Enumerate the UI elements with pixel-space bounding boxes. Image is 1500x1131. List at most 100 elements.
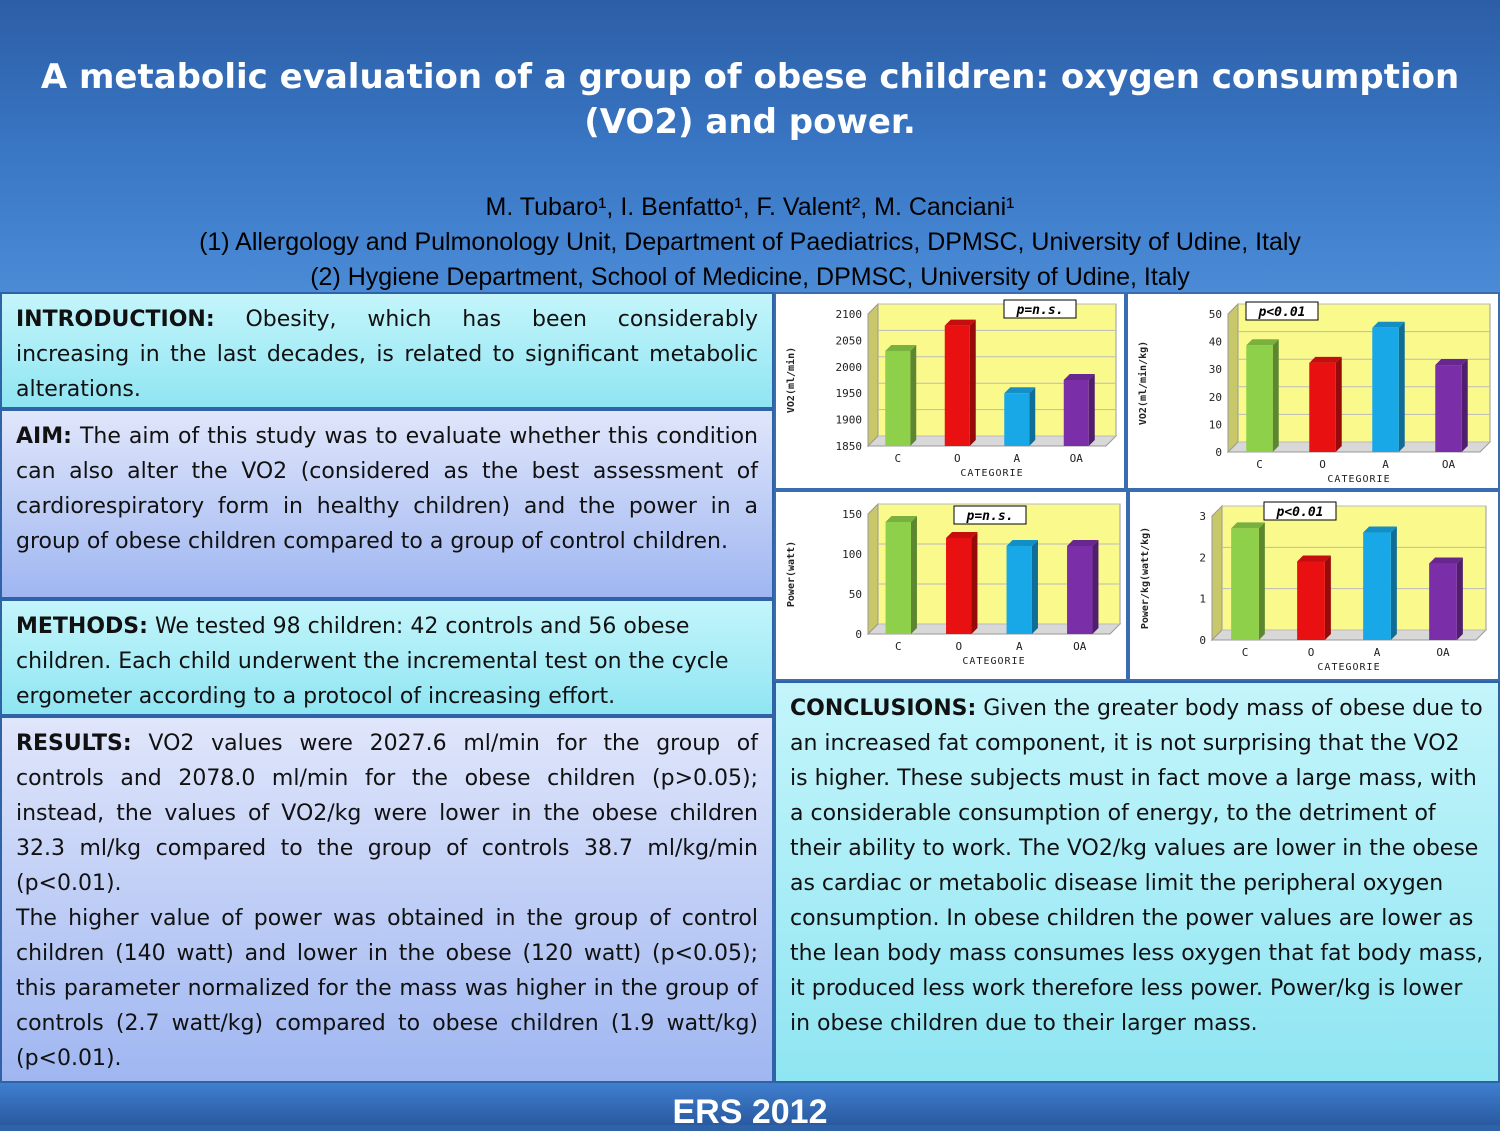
aim-text: The aim of this study was to evaluate wh…: [16, 424, 758, 554]
p-value-box: [1003, 299, 1077, 319]
bar-top: [1363, 526, 1397, 533]
bar-top: [944, 319, 976, 326]
bar-o: [946, 538, 972, 634]
bar-a: [1363, 532, 1391, 640]
bar-side: [1461, 359, 1468, 452]
bar-top: [1006, 540, 1038, 546]
p-value-label: p<0.01: [1258, 305, 1306, 320]
bar-c: [885, 522, 911, 634]
y-tick-label: 2000: [836, 361, 863, 374]
footer-text: ERS 2012: [672, 1093, 828, 1131]
methods-text: We tested 98 children: 42 controls and 5…: [16, 614, 729, 709]
y-axis-label: VO2(ml/min): [785, 347, 797, 413]
plot-side-wall: [867, 302, 879, 448]
y-axis-label: Power/kg(watt/kg): [1140, 527, 1151, 629]
conclusions-section: CONCLUSIONS: Given the greater body mass…: [774, 681, 1500, 1083]
bar-top: [1297, 555, 1331, 562]
affiliation-1: (1) Allergology and Pulmonology Unit, De…: [199, 228, 1301, 256]
conclusions-text: Given the greater body mass of obese due…: [790, 696, 1484, 1036]
y-tick-label: 50: [849, 588, 862, 601]
bar-oa: [1067, 546, 1093, 634]
bar-o: [1309, 362, 1336, 452]
x-tick-label: C: [894, 452, 901, 465]
bar-a: [1372, 327, 1399, 452]
methods-section: METHODS: We tested 98 children: 42 contr…: [0, 599, 774, 716]
y-tick-label: 1950: [836, 387, 863, 400]
y-tick-label: 0: [855, 628, 862, 641]
chart-power-per-kg: 0 1 2 3 C O A OA CATEGORIE Power/kg(watt/kg) p<0.0…: [1128, 490, 1500, 681]
poster-footer: ERS 2012: [0, 1083, 1500, 1129]
bar-a: [1004, 393, 1030, 446]
y-tick-label: 2050: [836, 334, 863, 347]
bar-side: [1335, 356, 1342, 452]
x-axis-label: CATEGORIE: [1327, 474, 1390, 485]
x-tick-label: OA: [1436, 646, 1450, 659]
x-tick-label: A: [1382, 458, 1389, 471]
y-tick-label: 40: [1209, 336, 1222, 349]
poster-header: A metabolic evaluation of a group of obe…: [0, 0, 1500, 292]
x-tick-label: OA: [1070, 452, 1084, 465]
p-value-label: p=n.s.: [966, 509, 1014, 524]
chart-vo2-per-kg: 0 10 20 30 40 50 C O A OA CATEGORIE VO2(ml/min/kg) p…: [1126, 292, 1500, 490]
bar-side: [1092, 540, 1099, 634]
aim-section: AIM: The aim of this study was to evalua…: [0, 409, 774, 599]
x-tick-label: O: [1319, 458, 1326, 471]
bar-a: [1006, 546, 1032, 634]
y-axis-label: Power(watt): [786, 541, 797, 607]
bar-side: [910, 344, 917, 446]
bar-o: [944, 325, 970, 446]
author-list: M. Tubaro¹, I. Benfatto¹, F. Valent², M.…: [485, 193, 1015, 221]
bar-top: [1246, 339, 1279, 346]
bar-side: [971, 532, 978, 634]
y-tick-label: 0: [1199, 634, 1206, 647]
affiliation-2: (2) Hygiene Department, School of Medici…: [310, 263, 1190, 291]
introduction-heading: INTRODUCTION:: [16, 307, 215, 332]
y-axis-label: VO2(ml/min/kg): [1137, 341, 1149, 425]
bar-top: [885, 516, 917, 522]
x-axis-label: CATEGORIE: [962, 656, 1025, 667]
chart-power: 0 50 100 150 C O A OA CATEGORIE Power(watt) p=n.s.: [774, 490, 1128, 681]
x-tick-label: A: [1013, 452, 1020, 465]
y-tick-label: 2100: [836, 308, 863, 321]
bar-top: [1231, 522, 1265, 529]
results-heading: RESULTS:: [16, 731, 132, 756]
methods-heading: METHODS:: [16, 614, 148, 639]
bar-side: [1272, 339, 1279, 452]
results-text-2: The higher value of power was obtained i…: [16, 906, 758, 1071]
y-tick-label: 20: [1209, 391, 1222, 404]
p-value-box: [953, 505, 1027, 525]
bar-side: [1088, 374, 1095, 446]
plot-side-wall: [867, 502, 879, 636]
conclusions-heading: CONCLUSIONS:: [790, 696, 977, 721]
bar-c: [1246, 345, 1273, 452]
y-tick-label: 150: [842, 508, 862, 521]
bar-side: [1398, 321, 1405, 452]
x-axis-label: CATEGORIE: [1317, 662, 1380, 673]
bar-top: [946, 532, 978, 538]
y-tick-label: 3: [1199, 510, 1206, 523]
bar-top: [1063, 374, 1095, 380]
p-value-label: p<0.01: [1276, 505, 1324, 520]
x-axis-label: CATEGORIE: [960, 468, 1023, 479]
introduction-section: INTRODUCTION: Obesity, which has been co…: [0, 292, 774, 409]
x-tick-label: OA: [1442, 458, 1456, 471]
x-tick-label: C: [895, 640, 902, 653]
bar-oa: [1429, 563, 1457, 640]
bar-top: [1004, 387, 1036, 394]
introduction-text: Obesity, which has been considerably inc…: [16, 307, 758, 402]
bar-o: [1297, 561, 1325, 640]
plot-side-wall: [1227, 302, 1239, 454]
x-tick-label: O: [955, 640, 962, 653]
aim-heading: AIM:: [16, 424, 72, 449]
bar-c: [1231, 528, 1259, 640]
bar-side: [910, 516, 917, 634]
y-tick-label: 100: [842, 548, 862, 561]
p-value-box: [1263, 501, 1337, 521]
bar-oa: [1435, 365, 1462, 452]
y-tick-label: 50: [1209, 308, 1222, 321]
x-tick-label: C: [1256, 458, 1263, 471]
y-tick-label: 1850: [836, 440, 863, 453]
poster-title: A metabolic evaluation of a group of obe…: [40, 57, 1460, 142]
bar-c: [885, 350, 911, 446]
bar-side: [1258, 522, 1265, 640]
